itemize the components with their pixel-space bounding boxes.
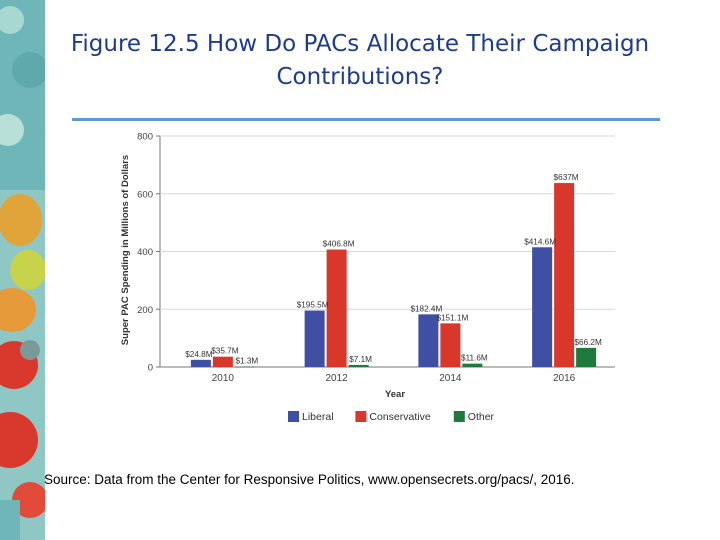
bar-liberal-2012 [304, 310, 325, 367]
bar-label-conservative-2012: $406.8M [323, 240, 355, 249]
bar-conservative-2012 [326, 249, 347, 367]
chart-bars [190, 183, 597, 368]
x-tick-label: 2014 [439, 373, 462, 384]
x-axis-label: Year [385, 389, 405, 400]
bar-label-other-2012: $7.1M [349, 355, 372, 364]
legend-label-conservative: Conservative [369, 411, 430, 423]
bar-label-other-2010: $1.3M [235, 357, 258, 366]
bar-other-2014 [462, 363, 483, 367]
y-tick-label: 800 [137, 132, 153, 143]
bar-conservative-2014 [440, 323, 461, 367]
bar-conservative-2016 [554, 183, 575, 367]
side-art-graphic [0, 0, 45, 540]
x-axis-ticks: 2010 2012 2014 2016 [212, 373, 576, 384]
chart-bar-labels: $24.8M$35.7M$1.3M $195.5M $406.8M $7.1M $182… [185, 173, 602, 366]
bar-label-liberal-2012: $195.5M [297, 301, 329, 310]
x-tick-label: 2012 [326, 373, 349, 384]
bar-label-conservative-2016: $637M [554, 173, 579, 182]
bar-other-2016 [576, 347, 597, 367]
source-note: Source: Data from the Center for Respons… [44, 472, 575, 487]
x-tick-label: 2010 [212, 373, 235, 384]
bar-label-liberal-2014: $182.4M [410, 304, 442, 313]
chart-legend: Liberal Conservative Other [288, 411, 495, 423]
bar-label-conservative-2014: $151.1M [436, 313, 468, 322]
bar-liberal-2010 [190, 359, 211, 367]
y-tick-label: 0 [148, 363, 153, 374]
legend-label-liberal: Liberal [302, 411, 334, 423]
bar-label-liberal-2016: $414.6M [524, 237, 556, 246]
legend-swatch-conservative [355, 411, 367, 422]
slide-title-line1: Figure 12.5 How Do PACs Allocate Their C… [70, 31, 650, 57]
legend-swatch-liberal [288, 411, 299, 422]
bar-label-conservative-2010: $35.7M [211, 347, 238, 356]
bar-liberal-2016 [532, 247, 553, 367]
y-tick-label: 600 [137, 189, 153, 200]
bar-other-2010 [234, 366, 255, 368]
x-tick-label: 2016 [553, 373, 576, 384]
bar-label-liberal-2010: $24.8M [185, 350, 212, 359]
y-tick-label: 200 [137, 305, 153, 316]
legend-label-other: Other [468, 411, 495, 423]
bar-liberal-2014 [418, 314, 439, 367]
y-axis-ticks: 0 200 400 600 800 [137, 132, 153, 374]
bar-conservative-2010 [212, 356, 233, 367]
slide-title-line2: Contributions? [276, 64, 444, 90]
bar-label-other-2016: $66.2M [574, 338, 601, 347]
decorative-side-art [0, 0, 45, 540]
bar-label-other-2014: $11.6M [461, 354, 488, 363]
slide-title: Figure 12.5 How Do PACs Allocate Their C… [50, 28, 670, 94]
y-tick-label: 400 [137, 247, 153, 258]
title-divider [72, 118, 660, 121]
bar-chart: 0 200 400 600 800 $24.8M$35.7M$1.3M $195.5M $4… [120, 132, 615, 423]
y-axis-label: Super PAC Spending in Millions of Dollar… [120, 155, 131, 345]
bar-other-2012 [348, 364, 369, 367]
legend-swatch-other [453, 411, 465, 422]
